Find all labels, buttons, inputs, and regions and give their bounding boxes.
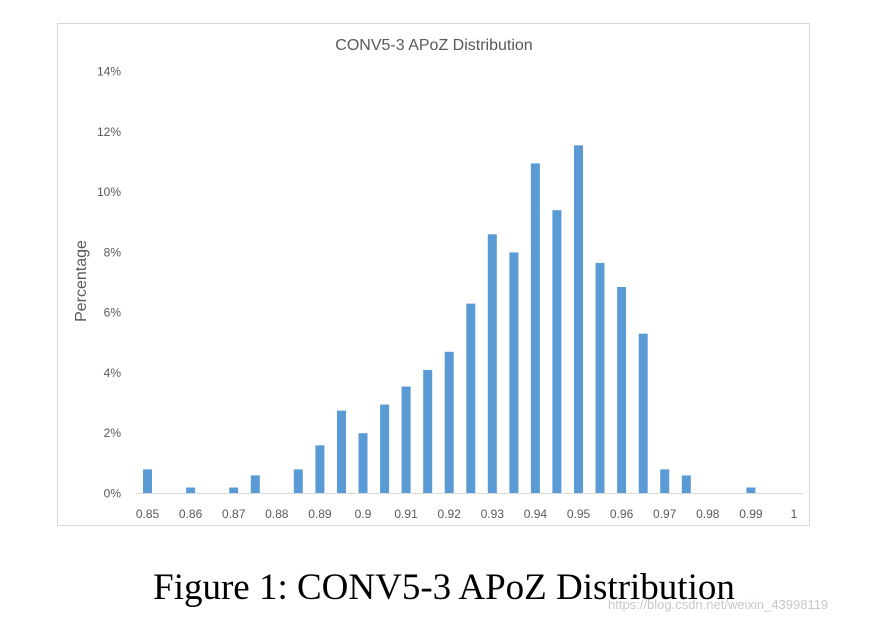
y-tick-labels: 0% 2% 4% 6% 8% 10% 12% 14% bbox=[97, 65, 121, 501]
bar-0.895 bbox=[337, 410, 346, 494]
y-tick-label: 0% bbox=[104, 487, 122, 501]
bar-0.97 bbox=[660, 469, 670, 494]
x-tick-label: 0.89 bbox=[308, 507, 332, 521]
x-tick-label: 0.91 bbox=[394, 507, 418, 521]
x-tick-label: 0.94 bbox=[524, 507, 548, 521]
x-tick-label: 0.86 bbox=[179, 507, 203, 521]
y-axis-label: Percentage bbox=[73, 240, 90, 322]
y-tick-label: 8% bbox=[104, 245, 122, 259]
bars bbox=[143, 145, 756, 494]
chart-title: CONV5-3 APoZ Distribution bbox=[335, 37, 532, 54]
bar-0.99 bbox=[746, 487, 756, 494]
x-tick-label: 1 bbox=[791, 507, 798, 521]
x-tick-label: 0.85 bbox=[136, 507, 160, 521]
bar-0.93 bbox=[487, 234, 497, 494]
y-tick-label: 12% bbox=[97, 125, 121, 139]
x-tick-label: 0.9 bbox=[355, 507, 372, 521]
bar-0.95 bbox=[574, 145, 583, 494]
watermark: https://blog.csdn.net/weixin_43998119 bbox=[608, 597, 829, 612]
y-tick-label: 10% bbox=[97, 185, 121, 199]
x-tick-label: 0.92 bbox=[438, 507, 462, 521]
bar-0.925 bbox=[466, 303, 476, 494]
y-tick-label: 6% bbox=[104, 306, 122, 320]
y-tick-label: 2% bbox=[104, 426, 122, 440]
bar-0.965 bbox=[638, 333, 648, 494]
bar-0.945 bbox=[552, 210, 562, 494]
bar-0.87 bbox=[229, 487, 239, 494]
bar-0.955 bbox=[595, 262, 605, 494]
bar-0.92 bbox=[444, 351, 454, 494]
x-tick-labels: 0.85 0.86 0.87 0.88 0.89 0.9 0.91 0.92 0.93 0.94 0… bbox=[136, 507, 798, 521]
bar-0.89 bbox=[315, 445, 325, 494]
x-tick-label: 0.88 bbox=[265, 507, 289, 521]
x-tick-label: 0.95 bbox=[567, 507, 591, 521]
bar-0.935 bbox=[509, 252, 519, 494]
x-tick-label: 0.97 bbox=[653, 507, 677, 521]
bar-0.915 bbox=[423, 369, 433, 494]
chart-frame: CONV5-3 APoZ Distribution Percentage 0% 2… bbox=[57, 23, 810, 526]
bar-0.86 bbox=[186, 487, 196, 494]
x-tick-label: 0.96 bbox=[610, 507, 634, 521]
bar-0.875 bbox=[250, 475, 260, 494]
bar-0.975 bbox=[681, 475, 691, 494]
bar-0.94 bbox=[530, 163, 540, 494]
bar-0.96 bbox=[617, 287, 627, 494]
bar-0.9 bbox=[358, 433, 368, 494]
y-tick-label: 14% bbox=[97, 65, 121, 79]
x-tick-label: 0.87 bbox=[222, 507, 246, 521]
bar-0.885 bbox=[293, 469, 303, 494]
apoz-histogram: CONV5-3 APoZ Distribution Percentage 0% 2… bbox=[73, 37, 803, 521]
x-tick-label: 0.98 bbox=[696, 507, 720, 521]
figure-caption: Figure 1: CONV5-3 APoZ Distribution bbox=[153, 567, 735, 608]
bar-0.85 bbox=[143, 469, 152, 494]
x-tick-label: 0.93 bbox=[481, 507, 505, 521]
bar-0.91 bbox=[401, 386, 411, 494]
x-tick-label: 0.99 bbox=[739, 507, 763, 521]
bar-0.905 bbox=[380, 404, 390, 494]
y-tick-label: 4% bbox=[104, 366, 122, 380]
